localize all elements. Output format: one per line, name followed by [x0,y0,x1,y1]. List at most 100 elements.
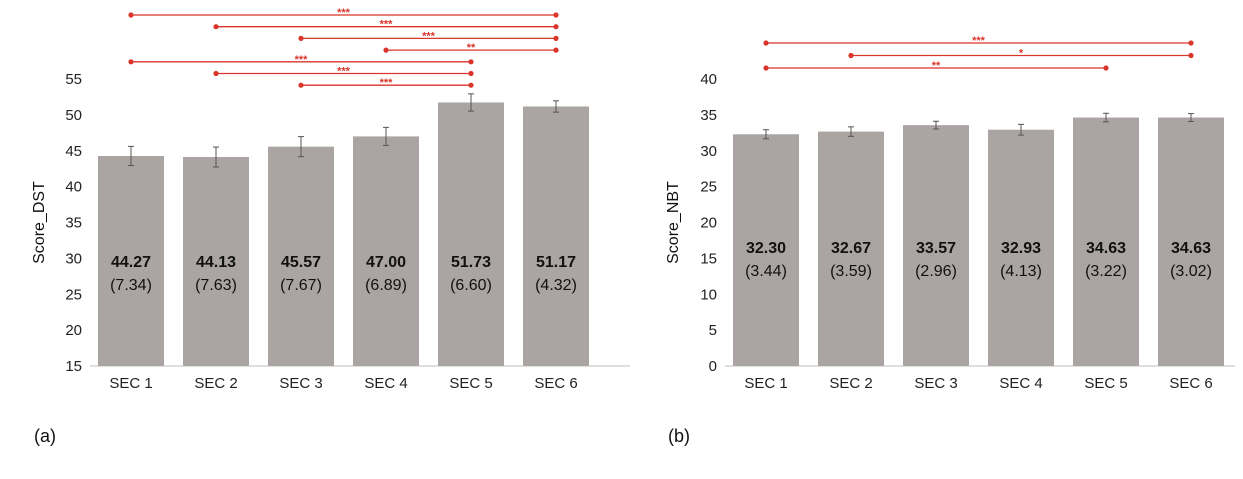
category-label-a-4: SEC 5 [449,375,492,392]
y-tick-label-a-2: 25 [65,286,82,303]
sig-dot-end-a-3 [553,47,559,53]
category-label-a-2: SEC 3 [279,375,322,392]
category-label-a-0: SEC 1 [109,375,152,392]
sd-label-a-1: (7.63) [195,277,237,294]
y-tick-label-a-6: 45 [65,143,82,160]
sig-dot-end-a-5 [468,70,474,77]
sig-dot-start-a-1 [213,24,219,30]
bar-b-5 [1158,117,1224,366]
sig-dot-start-a-6 [298,82,304,88]
sig-dot-end-b-2 [1103,65,1109,71]
bar-a-3 [353,136,419,366]
bar-b-0 [733,134,799,366]
sig-dot-start-b-2 [763,65,769,71]
sd-label-b-0: (3.44) [745,263,787,280]
y-axis-label-b: Score_NBT [665,181,682,264]
y-tick-label-a-0: 15 [65,358,82,375]
y-tick-label-b-7: 35 [700,107,717,124]
category-label-a-5: SEC 6 [534,375,577,392]
panel-label-a: (a) [34,426,56,446]
y-tick-label-a-7: 50 [65,107,82,124]
category-label-b-2: SEC 3 [914,375,957,392]
sig-stars-a-4: *** [295,54,309,66]
bar-b-2 [903,125,969,366]
sd-label-b-3: (4.13) [1000,263,1042,280]
y-tick-label-a-3: 30 [65,250,82,267]
y-tick-label-a-8: 55 [65,71,82,88]
y-tick-label-a-1: 20 [65,322,82,339]
bar-b-3 [988,129,1054,366]
sig-dot-end-a-6 [468,82,474,88]
y-tick-label-b-3: 15 [700,250,717,267]
sig-dot-start-a-0 [128,12,134,18]
sig-dot-start-b-0 [763,40,769,46]
sig-dot-start-a-4 [128,59,134,65]
mean-label-a-0: 44.27 [111,254,151,271]
category-label-b-0: SEC 1 [744,375,787,392]
mean-label-b-5: 34.63 [1171,240,1211,257]
bar-b-4 [1073,117,1139,366]
mean-label-a-1: 44.13 [196,254,236,271]
y-axis-label-a: Score_DST [31,181,48,264]
mean-label-a-5: 51.17 [536,254,576,271]
sig-stars-a-2: *** [422,30,436,42]
mean-label-b-4: 34.63 [1086,240,1126,257]
sd-label-a-4: (6.60) [450,277,492,294]
y-tick-label-b-5: 25 [700,179,717,196]
category-label-a-1: SEC 2 [194,375,237,392]
sd-label-b-4: (3.22) [1085,263,1127,280]
sig-dot-start-a-3 [383,47,389,53]
y-tick-label-a-4: 35 [65,215,82,232]
sig-dot-start-a-2 [298,35,304,42]
sig-stars-a-0: *** [337,7,351,19]
sig-dot-end-a-4 [468,59,474,65]
category-label-a-3: SEC 4 [364,375,407,392]
sig-dot-end-b-1 [1188,52,1194,59]
mean-label-b-3: 32.93 [1001,240,1041,257]
bar-a-1 [183,156,249,366]
mean-label-a-3: 47.00 [366,254,406,271]
y-tick-label-b-0: 0 [709,358,717,375]
bar-b-1 [818,131,884,366]
bar-a-5 [523,106,589,366]
category-label-b-3: SEC 4 [999,375,1042,392]
sig-dot-end-a-0 [553,12,559,18]
mean-label-b-0: 32.30 [746,240,786,257]
sd-label-b-5: (3.02) [1170,263,1212,280]
sd-label-b-2: (2.96) [915,263,957,280]
sd-label-a-0: (7.34) [110,277,152,294]
category-label-b-5: SEC 6 [1169,375,1212,392]
y-tick-label-a-5: 40 [65,179,82,196]
sig-stars-a-3: ** [467,42,476,54]
sig-dot-end-a-1 [553,24,559,30]
sig-dot-end-a-2 [553,35,559,42]
sig-dot-start-a-5 [213,70,219,77]
mean-label-a-4: 51.73 [451,254,491,271]
sd-label-a-5: (4.32) [535,277,577,294]
sig-dot-end-b-0 [1188,40,1194,46]
bar-a-0 [98,155,164,366]
sd-label-a-2: (7.67) [280,277,322,294]
panel-label-b: (b) [668,426,690,446]
sig-stars-b-2: ** [932,60,941,72]
sig-stars-b-0: *** [972,35,986,47]
sig-dot-start-b-1 [848,52,854,59]
y-tick-label-b-1: 5 [709,322,717,339]
sig-stars-a-6: *** [380,77,394,89]
y-tick-label-b-4: 20 [700,215,717,232]
mean-label-a-2: 45.57 [281,254,321,271]
sig-stars-a-1: *** [380,19,394,31]
bar-a-4 [438,102,504,366]
sd-label-a-3: (6.89) [365,277,407,294]
y-tick-label-b-6: 30 [700,143,717,160]
category-label-b-4: SEC 5 [1084,375,1127,392]
y-tick-label-b-2: 10 [700,286,717,303]
sd-label-b-1: (3.59) [830,263,872,280]
sig-stars-a-5: *** [337,66,351,78]
sig-stars-b-1: * [1019,48,1024,60]
bar-a-2 [268,146,334,366]
mean-label-b-1: 32.67 [831,240,871,257]
